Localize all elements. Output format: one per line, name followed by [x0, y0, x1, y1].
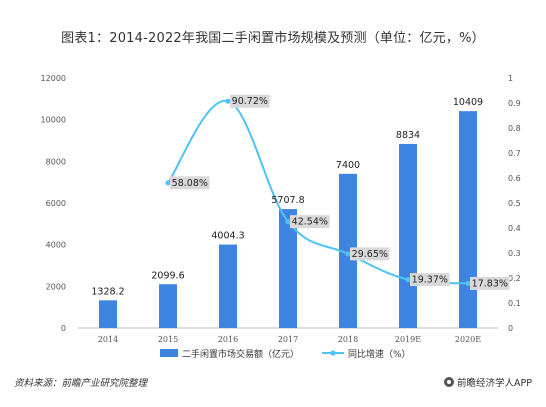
y-left-tick-label: 2000 [46, 282, 66, 291]
growth-value-label: 19.37% [412, 275, 448, 286]
brand-label: 前瞻经济学人APP [457, 378, 532, 389]
growth-point [345, 251, 351, 257]
bar-value-label: 5707.8 [271, 195, 304, 206]
bar-value-label: 10409 [453, 97, 483, 108]
y-left-tick-label: 4000 [46, 241, 66, 250]
bar [399, 143, 417, 328]
legend: 二手闲置市场交易额（亿元） 同比增速（%） [160, 348, 411, 360]
y-right-tick-label: 0.1 [508, 299, 521, 308]
x-tick-label: 2020E [455, 335, 481, 344]
bar [219, 244, 237, 328]
bar [279, 209, 297, 328]
data-labels: 1328.2 2099.6 4004.3 5707.8 7400 8834 10409 58.… [91, 94, 510, 297]
x-tick-label: 2018 [338, 335, 358, 344]
growth-point [285, 219, 291, 225]
bar-value-label: 7400 [336, 160, 360, 171]
bar-value-label: 1328.2 [91, 286, 124, 297]
brand-logo-icon [444, 377, 455, 387]
growth-line-path [167, 100, 469, 285]
bar [99, 300, 117, 328]
chart-title: 图表1：2014-2022年我国二手闲置市场规模及预测（单位：亿元，%） [61, 31, 485, 46]
growth-label-box [170, 176, 210, 190]
bar [159, 284, 177, 328]
x-tick-label: 2019E [395, 335, 421, 344]
growth-value-label: 29.65% [352, 249, 388, 260]
growth-label-box [410, 273, 450, 287]
y-right-tick-label: 0.3 [508, 249, 521, 258]
growth-point [225, 98, 231, 104]
y-left-tick-label: 0 [61, 324, 66, 333]
growth-value-label: 90.72% [232, 96, 268, 107]
y-right-tick-label: 0.9 [508, 99, 521, 108]
x-tick-label: 2015 [158, 335, 178, 344]
growth-line [165, 98, 471, 287]
growth-label-box [350, 247, 390, 261]
growth-value-label: 42.54% [292, 217, 328, 228]
source-note: 资料来源：前瞻产业研究院整理 [14, 378, 148, 389]
bar-value-label: 2099.6 [151, 270, 184, 281]
bar [459, 111, 477, 328]
growth-value-label: 17.83% [472, 278, 508, 289]
growth-label-box [230, 94, 270, 108]
x-tick-label: 2017 [278, 335, 298, 344]
y-right-tick-label: 0.4 [508, 224, 521, 233]
y-right-tick-label: 0.2 [508, 274, 521, 283]
x-tick-label: 2014 [98, 335, 118, 344]
growth-label-box [290, 215, 330, 229]
x-tick-label: 2016 [218, 335, 238, 344]
y-right-tick-label: 0.6 [508, 174, 521, 183]
y-left-tick-label: 6000 [46, 199, 66, 208]
growth-point [465, 280, 471, 287]
bar-value-label: 8834 [396, 130, 420, 141]
legend-bar-label: 二手闲置市场交易额（亿元） [182, 348, 299, 360]
y-left-tick-label: 10000 [41, 116, 66, 125]
legend-line-marker [330, 350, 336, 356]
brand-credit: 前瞻经济学人APP [444, 375, 532, 389]
y-left-tick-label: 12000 [41, 74, 66, 83]
growth-point [165, 180, 171, 186]
growth-value-label: 58.08% [172, 178, 208, 189]
y-right-tick-label: 0 [508, 324, 513, 333]
y-right-tick-label: 0.8 [508, 124, 521, 133]
y-right-tick-label: 1 [508, 74, 513, 83]
growth-point [405, 276, 411, 283]
growth-label-box [470, 276, 510, 290]
bar-value-label: 4004.3 [211, 231, 244, 242]
legend-line-label: 同比增速（%） [348, 348, 411, 360]
y-right-tick-label: 0.7 [508, 149, 521, 158]
legend-bar-swatch [160, 349, 178, 357]
y-left-tick-label: 8000 [46, 157, 66, 166]
y-right-tick-label: 0.5 [508, 199, 521, 208]
bar [339, 173, 357, 328]
bars [99, 111, 477, 328]
